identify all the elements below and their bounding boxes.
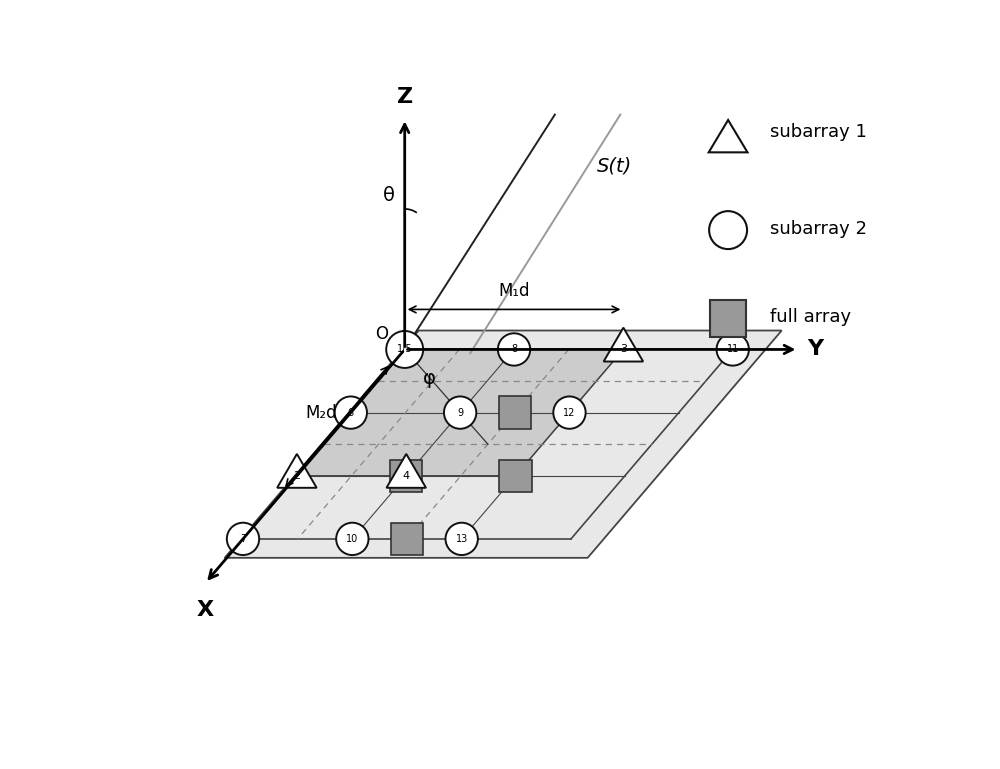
Circle shape [498, 333, 530, 365]
Bar [499, 460, 532, 492]
Text: 9: 9 [457, 408, 463, 418]
Text: Z: Z [397, 87, 413, 107]
Text: 12: 12 [563, 408, 576, 418]
Circle shape [336, 523, 369, 555]
Text: 7: 7 [240, 534, 246, 544]
Text: 13: 13 [456, 534, 468, 544]
Circle shape [553, 397, 586, 429]
Polygon shape [277, 454, 317, 488]
Text: 2: 2 [293, 471, 300, 481]
Circle shape [709, 211, 747, 249]
Circle shape [227, 523, 259, 555]
Polygon shape [297, 349, 623, 476]
Polygon shape [386, 454, 426, 488]
Text: 3: 3 [620, 345, 627, 355]
Text: subarray 2: subarray 2 [770, 220, 867, 238]
Text: 1/5: 1/5 [397, 345, 413, 355]
Text: X: X [197, 600, 214, 620]
Text: Y: Y [808, 339, 824, 359]
Circle shape [386, 331, 423, 368]
Bar [499, 396, 531, 429]
Polygon shape [225, 331, 782, 558]
Circle shape [335, 397, 367, 429]
Bar [391, 523, 423, 555]
Text: M₂d: M₂d [306, 404, 337, 421]
Text: M₁d: M₁d [498, 282, 530, 300]
Bar [710, 301, 746, 337]
Circle shape [717, 333, 749, 365]
Text: 8: 8 [511, 345, 517, 355]
Polygon shape [604, 328, 643, 361]
Bar [390, 460, 422, 492]
Text: 6: 6 [348, 408, 354, 418]
Text: 11: 11 [727, 345, 739, 355]
Polygon shape [709, 120, 748, 152]
Circle shape [446, 523, 478, 555]
Text: φ: φ [423, 369, 436, 388]
Text: 4: 4 [403, 471, 410, 481]
Text: 10: 10 [346, 534, 358, 544]
Text: O: O [375, 325, 388, 343]
Circle shape [444, 397, 476, 429]
Text: S(t): S(t) [597, 157, 632, 176]
Text: subarray 1: subarray 1 [770, 123, 867, 141]
Text: θ: θ [383, 186, 395, 205]
Text: full array: full array [770, 308, 852, 326]
